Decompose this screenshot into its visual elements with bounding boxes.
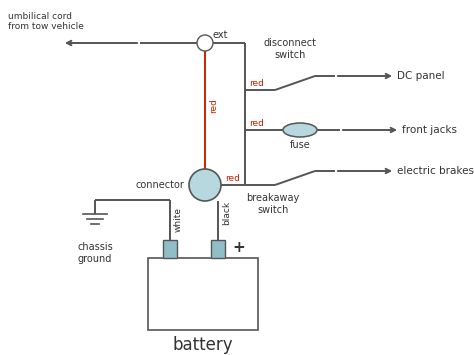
Text: umbilical cord
from tow vehicle: umbilical cord from tow vehicle: [8, 12, 84, 31]
Text: DC panel: DC panel: [397, 71, 445, 81]
Text: disconnect
switch: disconnect switch: [264, 38, 317, 60]
Text: front jacks: front jacks: [402, 125, 457, 135]
Circle shape: [197, 35, 213, 51]
Text: red: red: [225, 174, 240, 183]
FancyBboxPatch shape: [163, 240, 177, 258]
Circle shape: [189, 169, 221, 201]
FancyBboxPatch shape: [148, 258, 258, 330]
Text: fuse: fuse: [290, 140, 310, 150]
Text: connector: connector: [135, 180, 184, 190]
Text: chassis
ground: chassis ground: [77, 242, 113, 264]
Text: white: white: [174, 208, 183, 233]
Text: red: red: [249, 119, 264, 128]
Ellipse shape: [283, 123, 317, 137]
Text: breakaway
switch: breakaway switch: [246, 193, 300, 215]
Text: electric brakes: electric brakes: [397, 166, 474, 176]
Text: +: +: [232, 240, 245, 256]
Text: ext: ext: [213, 30, 228, 40]
Text: black: black: [222, 201, 231, 225]
Text: battery: battery: [173, 336, 233, 354]
FancyBboxPatch shape: [211, 240, 225, 258]
Text: red: red: [209, 99, 218, 114]
Text: red: red: [249, 79, 264, 88]
